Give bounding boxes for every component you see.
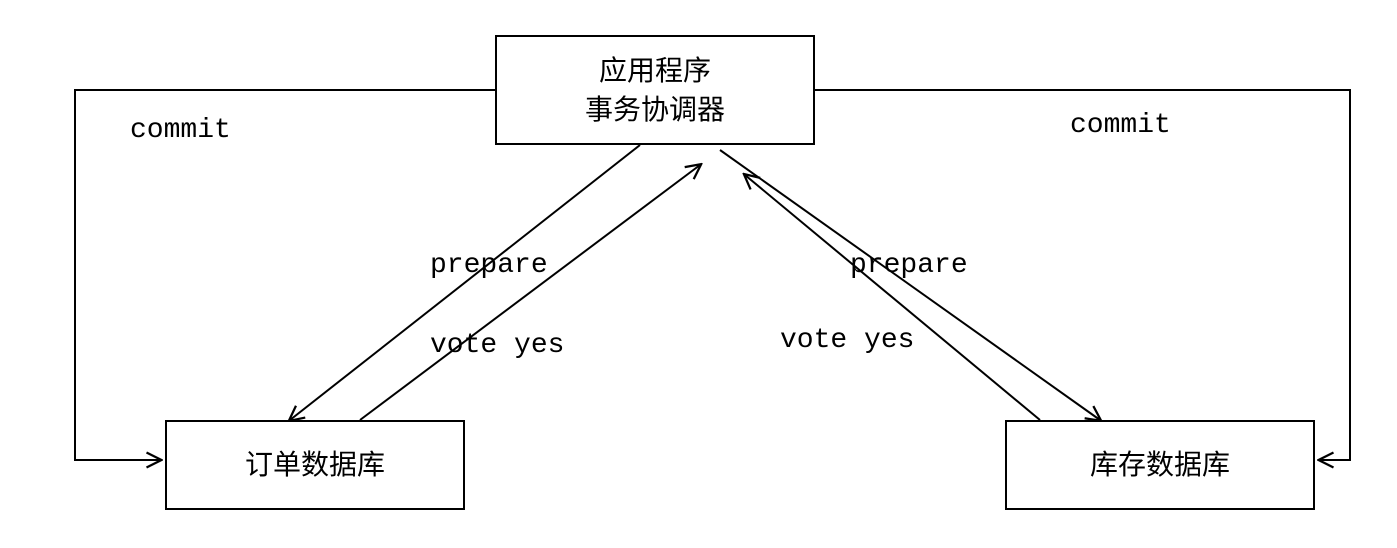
node-order-db-label: 订单数据库 xyxy=(245,445,385,484)
edge-vote_right xyxy=(745,175,1040,420)
label-prepare-right: prepare xyxy=(850,250,968,281)
label-vote-left: vote yes xyxy=(430,330,564,361)
diagram-canvas: 应用程序 事务协调器 订单数据库 库存数据库 commit commit pre… xyxy=(0,0,1397,548)
edge-prepare_right xyxy=(720,150,1100,420)
label-prepare-left: prepare xyxy=(430,250,548,281)
label-commit-right: commit xyxy=(1070,110,1171,141)
node-coordinator-line1: 应用程序 xyxy=(599,51,711,90)
label-vote-right: vote yes xyxy=(780,325,914,356)
edge-prepare_left xyxy=(290,145,640,420)
node-order-db: 订单数据库 xyxy=(165,420,465,510)
node-coordinator-line2: 事务协调器 xyxy=(585,90,725,129)
node-inventory-db: 库存数据库 xyxy=(1005,420,1315,510)
edge-vote_left xyxy=(360,165,700,420)
label-commit-left: commit xyxy=(130,115,231,146)
node-inventory-db-label: 库存数据库 xyxy=(1090,445,1230,484)
node-coordinator: 应用程序 事务协调器 xyxy=(495,35,815,145)
